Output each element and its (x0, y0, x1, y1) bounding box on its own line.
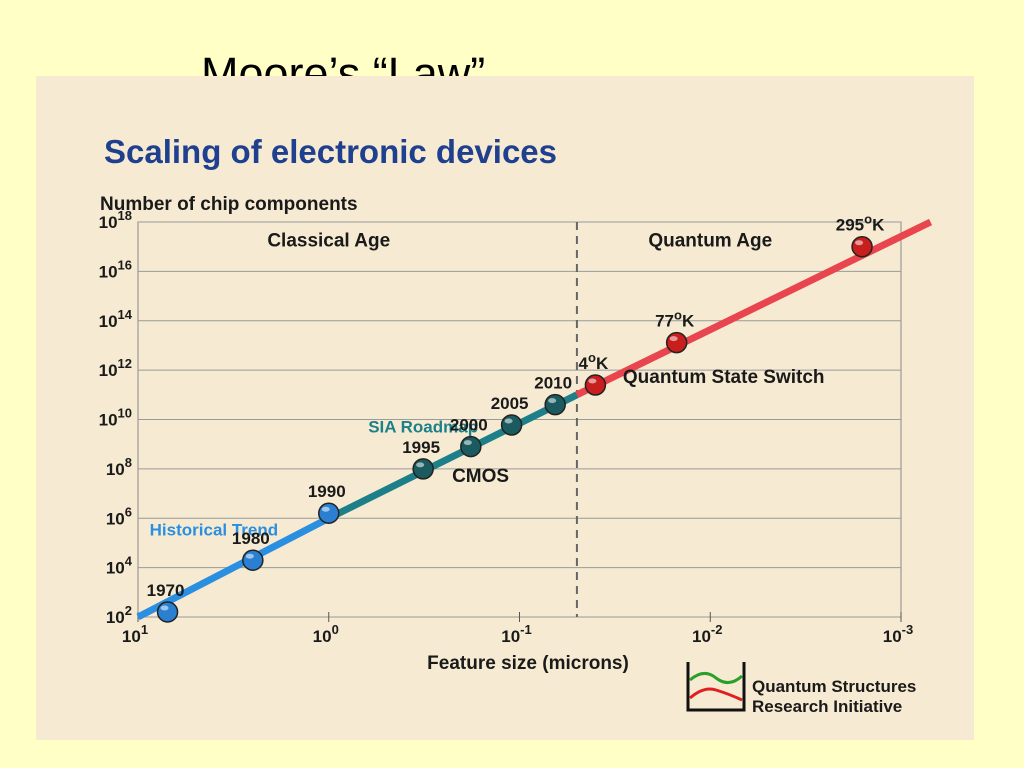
series-name-label: SIA Roadmap (368, 417, 478, 436)
series-line (327, 391, 579, 522)
y-tick-label: 102 (106, 603, 132, 627)
data-point (156, 601, 179, 623)
data-point-label: 1980 (232, 529, 270, 548)
chart-annotation: Quantum State Switch (623, 367, 825, 388)
chart-panel: Scaling of electronic devices Number of … (36, 76, 974, 740)
logo-line-2: Research Initiative (752, 697, 903, 716)
data-point-label: 77oK (655, 308, 695, 331)
data-point-label: 295oK (836, 212, 885, 235)
y-tick-label: 106 (106, 504, 132, 528)
data-point (665, 331, 688, 354)
x-tick-label: 100 (313, 622, 339, 646)
x-tick-label: 10-3 (883, 622, 913, 646)
chart-annotation: CMOS (452, 466, 509, 487)
data-point-highlight (321, 506, 330, 512)
data-point (460, 435, 482, 458)
data-point-highlight (588, 378, 597, 384)
y-tick-label: 108 (106, 455, 132, 479)
data-point-highlight (855, 240, 864, 246)
y-tick-label: 1018 (99, 208, 132, 232)
x-axis-label: Feature size (microns) (427, 653, 629, 674)
series-line (136, 515, 331, 621)
data-point (584, 374, 607, 396)
x-tick-label: 10-2 (692, 622, 722, 646)
chart-annotation: Quantum Age (648, 231, 772, 252)
series-name-label: Historical Trend (150, 521, 278, 540)
y-tick-label: 1010 (99, 406, 132, 430)
y-tick-label: 1012 (99, 356, 132, 380)
data-point-label: 2000 (450, 416, 488, 435)
data-point-highlight (160, 605, 169, 611)
y-axis-label: Number of chip components (100, 194, 358, 215)
chart-title: Scaling of electronic devices (104, 133, 557, 170)
data-point-label: 2010 (534, 374, 572, 393)
data-point-highlight (504, 418, 513, 424)
data-point-highlight (669, 336, 678, 342)
data-point-label: 1990 (308, 482, 346, 501)
data-point-label: 1995 (402, 438, 440, 457)
data-point-highlight (548, 398, 557, 404)
data-point (851, 235, 873, 258)
data-point (318, 502, 340, 524)
data-point-highlight (245, 553, 254, 559)
data-point (412, 458, 434, 480)
y-tick-label: 1014 (99, 307, 133, 331)
data-point (242, 549, 264, 571)
x-tick-label: 10-1 (501, 622, 531, 646)
data-point (544, 393, 566, 416)
data-point-label: 4oK (579, 350, 609, 373)
chart: Scaling of electronic devices Number of … (99, 133, 933, 712)
data-point-label: 2005 (491, 394, 529, 413)
y-tick-label: 104 (106, 554, 133, 578)
qsri-logo-icon (686, 662, 746, 712)
logo-line-1: Quantum Structures (752, 677, 917, 696)
data-point (500, 414, 523, 436)
x-tick-label: 101 (122, 622, 148, 646)
y-tick-label: 1016 (99, 257, 132, 281)
data-point-highlight (416, 462, 425, 468)
data-point-highlight (463, 440, 472, 446)
data-point-label: 1970 (147, 581, 185, 600)
chart-annotation: Classical Age (267, 231, 390, 252)
